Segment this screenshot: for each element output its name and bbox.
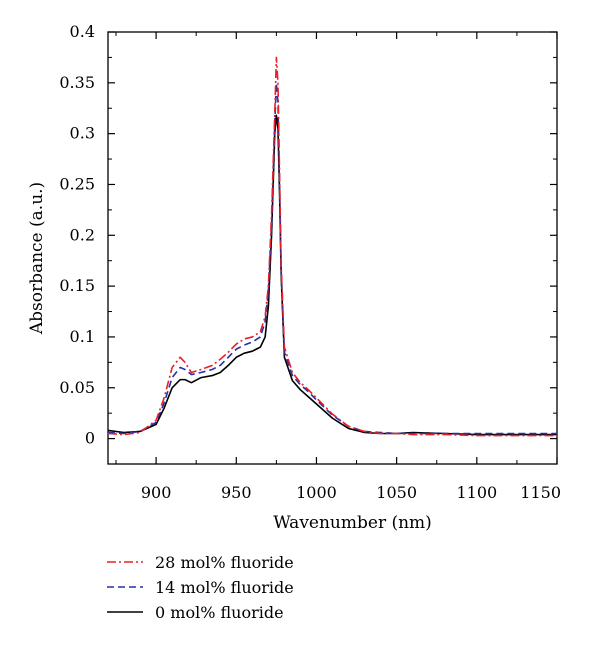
series-line-2	[107, 114, 557, 436]
x-axis-ticks: 900 950 1000 1050 1100 1150	[115, 32, 561, 502]
y-tick-label: 0.05	[59, 378, 95, 397]
series-layer	[107, 56, 557, 437]
legend-label-2: 0 mol% fluoride	[155, 603, 284, 622]
legend: 28 mol% fluoride 14 mol% fluoride 0 mol% f…	[107, 553, 294, 622]
x-tick-label: 900	[141, 483, 172, 502]
y-tick-label: 0.2	[70, 225, 95, 244]
y-tick-label: 0	[85, 429, 95, 448]
y-tick-label: 0.35	[59, 73, 95, 92]
plot-frame	[107, 31, 558, 465]
x-tick-label: 1100	[456, 483, 497, 502]
y-tick-label: 0.4	[70, 22, 95, 41]
x-axis-title: Wavenumber (nm)	[273, 513, 432, 533]
y-axis-ticks: 0 0.05 0.1 0.15 0.2 0.25 0.3 0.35 0.4	[59, 22, 557, 465]
legend-label-1: 14 mol% fluoride	[155, 578, 294, 597]
y-tick-label: 0.15	[59, 276, 95, 295]
series-line-1	[107, 82, 557, 435]
y-axis-title: Absorbance (a.u.)	[27, 182, 47, 335]
x-tick-label: 1150	[520, 483, 561, 502]
y-tick-label: 0.3	[70, 124, 95, 143]
y-tick-label: 0.1	[70, 327, 95, 346]
x-tick-label: 950	[221, 483, 252, 502]
y-tick-label: 0.25	[59, 174, 95, 193]
plot-border	[107, 31, 558, 465]
legend-label-0: 28 mol% fluoride	[155, 553, 294, 572]
x-tick-label: 1000	[296, 483, 337, 502]
series-line-0	[107, 56, 557, 437]
x-tick-label: 1050	[376, 483, 417, 502]
